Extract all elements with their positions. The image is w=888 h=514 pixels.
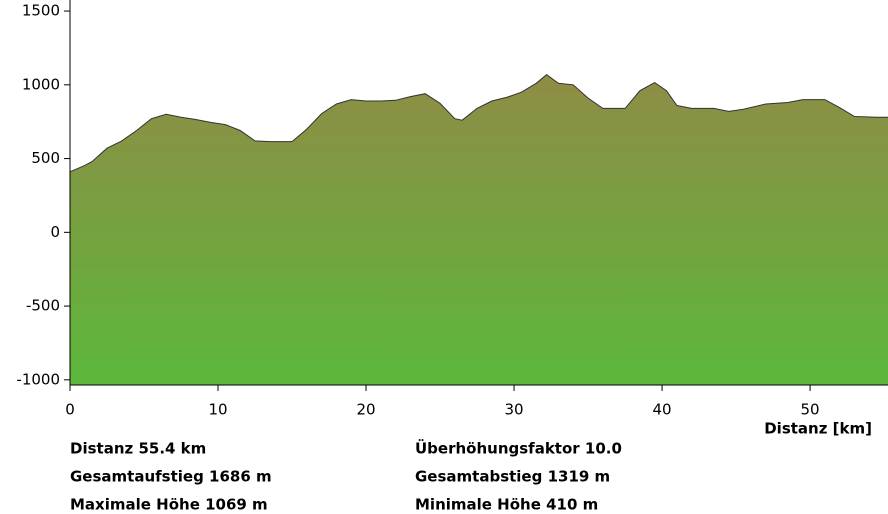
stat: Gesamtabstieg 1319 m [415,468,610,486]
x-tick-label: 0 [65,401,75,419]
x-axis-title: Distanz [km] [764,420,872,438]
y-tick-label: -1000 [16,370,60,388]
y-tick-label: 1500 [22,2,60,20]
y-tick-label: 0 [50,223,60,241]
x-tick-label: 40 [653,401,672,419]
stat: Überhöhungsfaktor 10.0 [415,439,622,458]
x-tick-label: 30 [504,401,523,419]
stat: Minimale Höhe 410 m [415,496,598,514]
x-tick-label: 10 [208,401,227,419]
y-tick-label: 1000 [22,75,60,93]
area [70,74,888,385]
x-tick-label: 50 [801,401,820,419]
x-tick-label: 20 [356,401,375,419]
stat: Gesamtaufstieg 1686 m [70,468,272,486]
stat: Distanz 55.4 km [70,440,206,458]
stat: Maximale Höhe 1069 m [70,496,268,514]
profile-line [69,73,888,173]
y-tick-label: -500 [26,297,60,315]
y-tick-label: 500 [31,149,60,167]
